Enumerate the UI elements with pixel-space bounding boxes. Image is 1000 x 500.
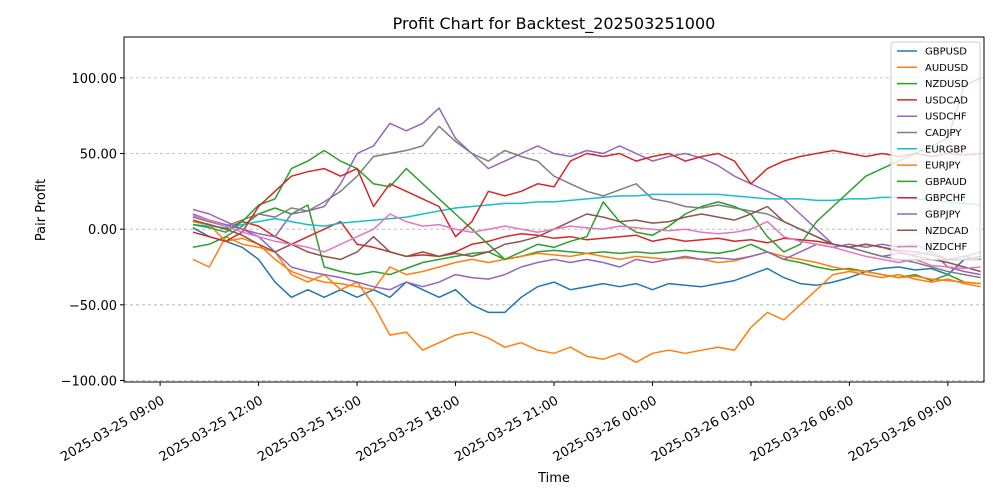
legend-entry: EURGBP (925, 144, 966, 155)
y-tick-label: −50.00 (69, 299, 117, 314)
legend-entry: GBPJPY (925, 210, 961, 221)
y-tick-label: 100.00 (72, 72, 118, 87)
legend-entry: NZDCAD (925, 226, 969, 237)
legend-entry: EURJPY (925, 161, 961, 172)
legend-entry: USDCHF (925, 112, 967, 123)
y-axis-ticks: −100.00 −50.00 0.00 50.00 100.00 (61, 72, 124, 389)
series-line-gbpusd (192, 227, 981, 314)
chart-title: Profit Chart for Backtest_202503251000 (393, 14, 716, 34)
grid-lines (124, 77, 984, 381)
y-tick-label: −100.00 (61, 374, 117, 389)
y-axis-label: Pair Profit (34, 179, 49, 241)
y-tick-label: 0.00 (88, 223, 117, 238)
legend-entry: USDCAD (925, 95, 968, 106)
legend-box (890, 41, 981, 261)
series-line-gbpjpy (192, 208, 981, 291)
legend-entry: NZDUSD (925, 79, 969, 90)
legend-entry: CADJPY (925, 128, 962, 139)
series-line-nzdchf (192, 213, 981, 270)
legend: GBPUSD AUDUSD NZDUSD USDCAD USDCHF CADJPY EURG… (890, 41, 981, 261)
legend-entry: GBPCHF (925, 193, 966, 204)
series-lines (192, 77, 982, 364)
series-line-eurgbp (192, 193, 981, 229)
legend-entry: AUDUSD (925, 63, 969, 74)
series-line-nzdcad (192, 205, 981, 273)
series-line-gbpaud (192, 77, 982, 261)
x-axis-label: Time (537, 471, 570, 486)
legend-entry: NZDCHF (925, 242, 968, 253)
y-tick-label: 50.00 (80, 148, 117, 163)
series-line-eurjpy (192, 220, 981, 291)
legend-entry: GBPAUD (925, 177, 967, 188)
series-line-gbpchf (192, 149, 981, 243)
legend-entry: GBPUSD (925, 47, 967, 58)
